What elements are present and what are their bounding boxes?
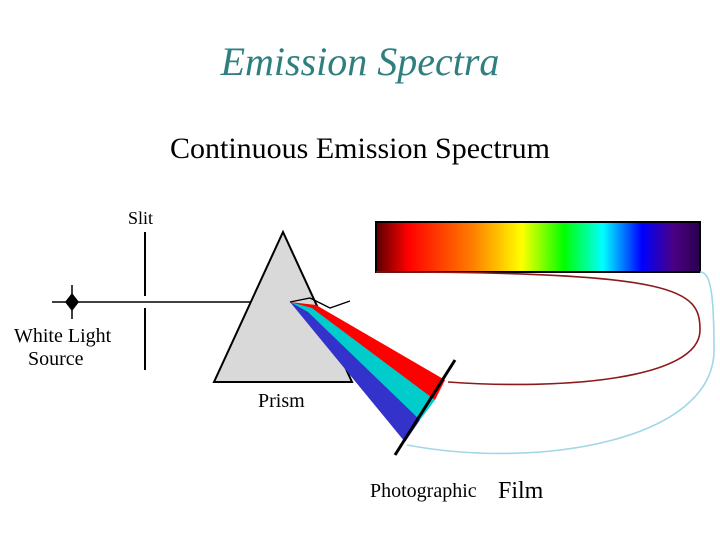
connector-red (376, 272, 700, 384)
diagram-svg (0, 0, 720, 540)
diagram-stage: Emission Spectra Continuous Emission Spe… (0, 0, 720, 540)
source-star-icon (65, 293, 79, 311)
spectrum-bar (376, 222, 700, 272)
